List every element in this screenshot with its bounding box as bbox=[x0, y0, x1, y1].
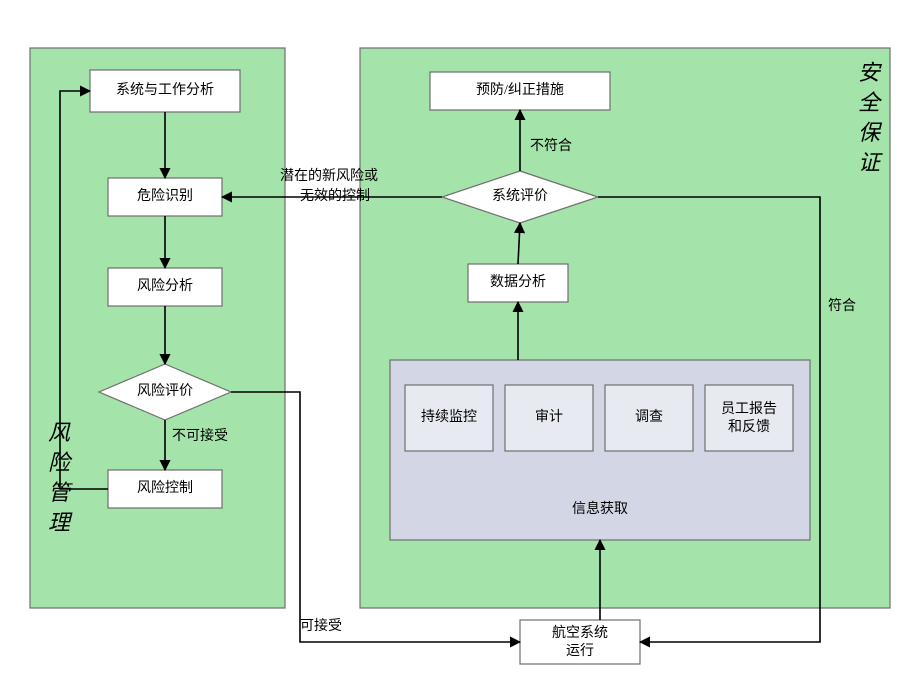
node-hazard_id: 危险识别 bbox=[108, 178, 222, 216]
node-audit: 审计 bbox=[505, 385, 593, 451]
svg-text:员工报告: 员工报告 bbox=[721, 401, 777, 417]
panel-title-char: 安 bbox=[858, 60, 882, 85]
node-investigate: 调查 bbox=[605, 385, 693, 451]
svg-text:航空系统: 航空系统 bbox=[552, 625, 608, 641]
label-not-conform: 不符合 bbox=[530, 138, 572, 154]
svg-text:持续监控: 持续监控 bbox=[421, 408, 477, 425]
svg-text:系统评价: 系统评价 bbox=[492, 188, 548, 204]
panel-title-char: 全 bbox=[858, 90, 883, 115]
label-potential-risk-2: 无效的控制 bbox=[300, 188, 370, 204]
svg-text:数据分析: 数据分析 bbox=[490, 274, 546, 290]
svg-text:预防/纠正措施: 预防/纠正措施 bbox=[476, 82, 564, 98]
panel-title-char: 保 bbox=[858, 120, 883, 145]
svg-text:危险识别: 危险识别 bbox=[137, 188, 193, 204]
node-risk_analysis: 风险分析 bbox=[108, 268, 222, 306]
node-monitor: 持续监控 bbox=[405, 385, 493, 451]
svg-text:系统与工作分析: 系统与工作分析 bbox=[116, 82, 214, 98]
svg-text:和反馈: 和反馈 bbox=[728, 419, 770, 435]
node-risk_control: 风险控制 bbox=[108, 470, 222, 508]
panel-title-char: 理 bbox=[48, 510, 73, 535]
svg-text:调查: 调查 bbox=[635, 409, 663, 425]
svg-text:审计: 审计 bbox=[535, 409, 563, 425]
svg-text:风险分析: 风险分析 bbox=[137, 278, 193, 294]
node-prevent: 预防/纠正措施 bbox=[430, 72, 610, 110]
label-conform: 符合 bbox=[828, 298, 856, 314]
label-potential-risk-1: 潜在的新风险或 bbox=[280, 168, 378, 184]
label-acceptable: 可接受 bbox=[300, 617, 342, 634]
node-sys_analysis: 系统与工作分析 bbox=[90, 70, 240, 112]
svg-text:信息获取: 信息获取 bbox=[572, 500, 628, 517]
svg-text:运行: 运行 bbox=[566, 643, 594, 659]
node-aviation: 航空系统运行 bbox=[520, 620, 640, 664]
node-data_analysis: 数据分析 bbox=[468, 264, 568, 302]
panel-title-char: 证 bbox=[858, 150, 883, 175]
svg-text:风险控制: 风险控制 bbox=[137, 480, 193, 496]
label-not-accept: 不可接受 bbox=[172, 427, 228, 444]
node-staff_report: 员工报告和反馈 bbox=[705, 385, 793, 451]
svg-text:风险评价: 风险评价 bbox=[137, 383, 193, 399]
